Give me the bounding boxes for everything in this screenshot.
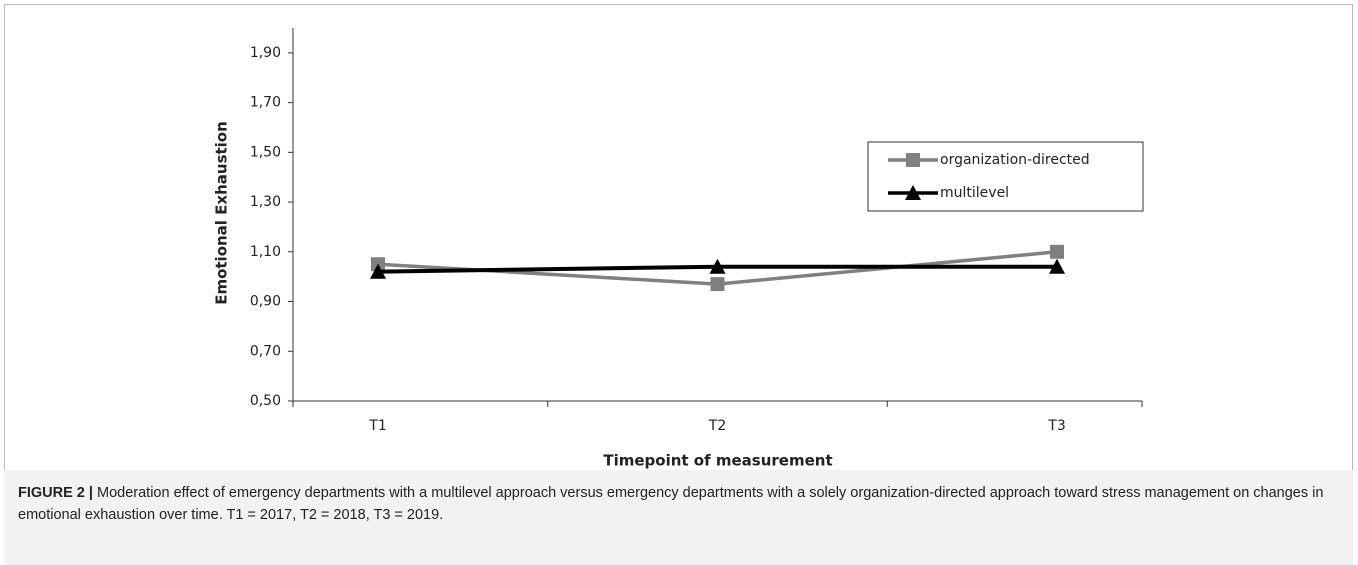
legend-label: organization-directed [940,152,1090,168]
marker [709,258,726,274]
caption: FIGURE 2 | Moderation effect of emergenc… [4,470,1353,565]
y-tick-label: 0,50 [250,393,281,409]
marker [370,263,386,279]
x-tick-label: T1 [368,418,386,434]
marker [1050,244,1064,259]
figure-frame [4,4,1353,564]
chart: Emotional Exhaustion Timepoint of measur… [213,28,1144,470]
marker [906,153,920,167]
x-axis-label: Timepoint of measurement [603,452,832,470]
marker [710,277,725,292]
marker [1049,258,1065,274]
y-tick-label: 1,10 [250,244,281,260]
y-tick-label: 0,70 [250,343,281,359]
caption-text: Moderation effect of emergency departmen… [18,485,1324,523]
x-tick-label: T2 [708,418,726,434]
y-tick-label: 1,90 [250,45,281,61]
y-tick-label: 1,70 [250,95,281,111]
x-tick-label: T3 [1047,418,1065,434]
marker [905,185,921,200]
y-axis-label: Emotional Exhaustion [213,121,231,305]
y-tick-label: 1,50 [250,144,281,160]
y-tick-label: 1,30 [250,194,281,210]
caption-label: FIGURE 2 | [18,485,93,501]
legend-label: multilevel [940,185,1009,201]
y-tick-label: 0,90 [250,294,281,310]
